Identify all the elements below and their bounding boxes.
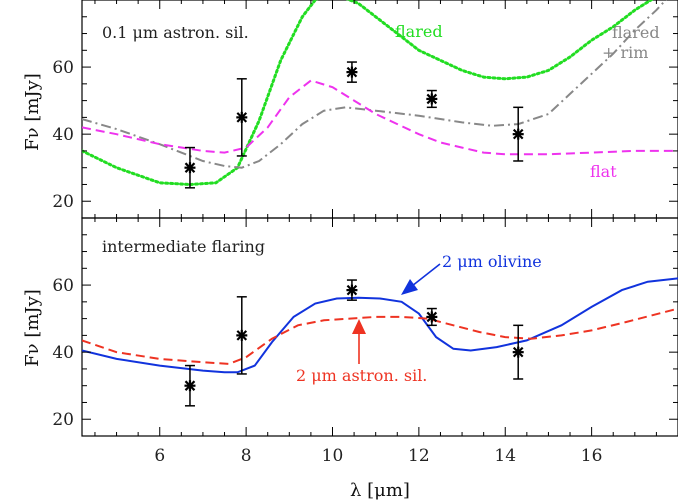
series-label-flared-rim-line1: flared xyxy=(612,23,660,42)
panel-top-y-ticks: 20 40 60 xyxy=(52,16,678,212)
panel-bottom-x-ticks: 6 8 10 12 14 16 xyxy=(94,218,657,466)
data-point-0-4 xyxy=(512,106,524,162)
series-line-0-2 xyxy=(82,79,678,156)
data-point-1-3 xyxy=(426,307,438,327)
series-label-olivine: 2 μm olivine xyxy=(442,252,542,271)
series-label-flared: flared xyxy=(395,22,443,41)
series-line-0-1 xyxy=(82,0,668,169)
series-label-flat: flat xyxy=(590,162,617,181)
data-point-0-0 xyxy=(184,146,196,189)
y-tick-label-0-20: 20 xyxy=(52,192,74,212)
data-point-0-1 xyxy=(236,78,248,157)
data-point-0-3 xyxy=(426,89,438,109)
panel-bottom-label: intermediate flaring xyxy=(102,237,265,256)
panel-top-x-ticks xyxy=(94,0,657,218)
panel-top-data-points xyxy=(184,61,524,189)
series-label-flared-rim-line2: + rim xyxy=(602,43,648,62)
panel-bottom: 20 40 60 6 8 10 12 14 16 intermediate flaring 2… xyxy=(22,217,678,501)
y-tick-label-1-20: 20 xyxy=(52,410,74,430)
data-point-1-0 xyxy=(184,364,196,407)
data-point-0-2 xyxy=(346,61,358,83)
x-tick-label-12: 12 xyxy=(408,446,430,466)
data-point-1-1 xyxy=(236,296,248,375)
y-tick-label-1-40: 40 xyxy=(52,343,74,363)
x-tick-label-16: 16 xyxy=(581,446,603,466)
arrow-astron-sil xyxy=(352,319,366,364)
series-line-1-0 xyxy=(82,277,678,374)
panel-top-y-axis-title: Fν [mJy] xyxy=(22,73,43,151)
x-tick-label-14: 14 xyxy=(494,446,516,466)
panel-bottom-y-ticks: 20 40 60 xyxy=(52,234,678,430)
panel-bottom-y-axis-title: Fν [mJy] xyxy=(22,289,43,367)
panel-top-series xyxy=(82,0,678,187)
panel-top: 20 40 60 0.1 μm astron. sil. flared flared… xyxy=(22,0,678,219)
x-tick-label-10: 10 xyxy=(322,446,344,466)
panel-bottom-series xyxy=(82,277,678,374)
data-point-1-2 xyxy=(346,279,358,301)
panel-top-label: 0.1 μm astron. sil. xyxy=(102,23,249,42)
arrow-olivine xyxy=(401,263,441,295)
x-axis-title: λ [μm] xyxy=(350,480,410,501)
y-tick-label-0-60: 60 xyxy=(52,58,74,78)
data-point-1-4 xyxy=(512,324,524,380)
x-tick-label-6: 6 xyxy=(154,446,165,466)
x-tick-label-8: 8 xyxy=(241,446,252,466)
series-label-astron-sil: 2 μm astron. sil. xyxy=(296,366,427,385)
panel-bottom-frame xyxy=(81,217,678,437)
series-line-0-0 xyxy=(82,0,654,187)
y-tick-label-1-60: 60 xyxy=(52,276,74,296)
series-line-1-1 xyxy=(82,307,678,365)
y-tick-label-0-40: 40 xyxy=(52,125,74,145)
panel-bottom-data-points xyxy=(184,279,524,407)
